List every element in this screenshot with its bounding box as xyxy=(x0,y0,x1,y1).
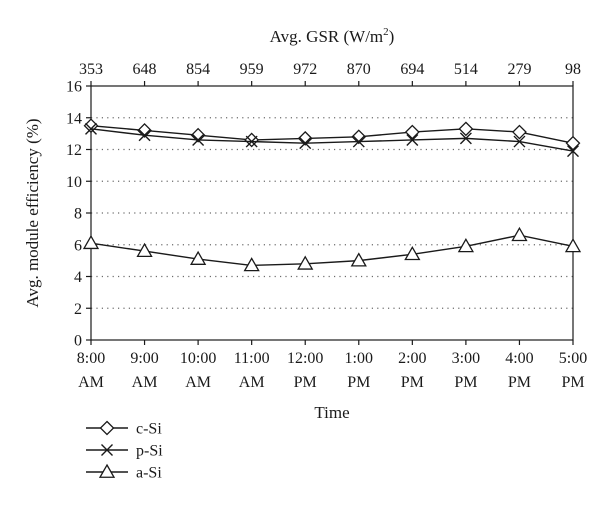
top-axis-title-prefix: Avg. GSR (W/m xyxy=(270,27,384,46)
legend-label-p-si: p-Si xyxy=(136,443,163,460)
y-tick-label: 10 xyxy=(66,174,82,191)
top-tick-label: 854 xyxy=(186,61,210,78)
x-tick-label-time: 9:00 xyxy=(130,350,158,367)
legend-item-p-si: p-Si xyxy=(86,443,163,460)
top-tick-label: 870 xyxy=(347,61,371,78)
data-point-c-si xyxy=(565,135,581,151)
y-tick-label: 0 xyxy=(74,333,82,350)
data-point-p-si xyxy=(352,135,365,148)
data-point-p-si xyxy=(85,122,97,135)
legend-item-a-si: a-Si xyxy=(86,463,162,482)
y-tick-label: 6 xyxy=(74,237,82,254)
y-tick-label: 14 xyxy=(66,110,82,127)
data-point-a-si xyxy=(404,245,421,261)
legend-label-c-si: c-Si xyxy=(136,421,162,438)
x-tick-label-time: 12:00 xyxy=(287,350,323,367)
plot-frame xyxy=(90,85,574,341)
legend-label-a-si: a-Si xyxy=(136,465,162,482)
data-point-a-si xyxy=(136,242,153,258)
data-point-a-si xyxy=(350,252,367,267)
y-tick-label: 8 xyxy=(74,206,82,223)
top-axis-title: Avg. GSR (W/m2) xyxy=(270,26,395,46)
x-tick-label-time: 11:00 xyxy=(234,350,270,367)
data-point-c-si xyxy=(83,118,99,134)
top-tick-label: 972 xyxy=(293,61,317,78)
legend-marker-a-si xyxy=(98,463,116,478)
series-line-c-si xyxy=(90,124,574,144)
x-tick-label-ampm: PM xyxy=(561,374,584,391)
y-axis-title: Avg. module efficiency (%) xyxy=(23,118,42,307)
y-tick-label: 12 xyxy=(66,142,82,159)
top-axis-title-suffix: ) xyxy=(389,27,395,46)
x-tick-label-ampm: PM xyxy=(347,374,370,391)
data-point-c-si xyxy=(351,129,367,145)
series-p-si xyxy=(85,122,579,158)
x-tick-labels: 8:00 AM 9:00 AM 10:00 AM 11:00 AM 12:00 PM 1:00 PM 2… xyxy=(77,350,587,391)
x-tick-label-time: 5:00 xyxy=(559,350,587,367)
x-tick-label-ampm: PM xyxy=(401,374,424,391)
data-point-a-si xyxy=(297,255,314,270)
data-point-p-si xyxy=(406,133,419,146)
series-line-a-si xyxy=(90,234,574,267)
x-tick-label-ampm: PM xyxy=(508,374,531,391)
legend-marker-c-si xyxy=(99,420,115,436)
x-tick-label-time: 2:00 xyxy=(398,350,426,367)
data-point-c-si xyxy=(137,123,152,138)
top-tick-label: 514 xyxy=(454,61,478,78)
x-tick-label-time: 1:00 xyxy=(345,350,373,367)
axis-ticks xyxy=(86,81,574,345)
data-point-c-si xyxy=(297,130,313,146)
x-tick-label-time: 4:00 xyxy=(505,350,533,367)
top-tick-label: 98 xyxy=(565,61,581,78)
series-line-p-si xyxy=(90,128,574,152)
data-point-p-si xyxy=(513,135,526,148)
data-point-a-si xyxy=(457,238,475,253)
x-tick-label-ampm: AM xyxy=(239,374,265,391)
data-point-c-si xyxy=(190,127,206,143)
data-point-p-si xyxy=(459,132,472,145)
data-point-c-si xyxy=(458,121,474,137)
series-a-si xyxy=(82,226,582,272)
x-tick-label-ampm: PM xyxy=(454,374,477,391)
top-tick-labels: 353 648 854 959 972 870 694 514 279 98 xyxy=(79,61,581,78)
data-point-a-si xyxy=(189,250,207,265)
data-point-p-si xyxy=(138,129,151,142)
x-tick-label-time: 10:00 xyxy=(180,350,216,367)
data-point-a-si xyxy=(243,257,260,272)
legend: c-Si p-Si a-Si xyxy=(86,421,163,482)
y-tick-label: 16 xyxy=(66,79,82,96)
data-point-p-si xyxy=(567,145,579,158)
x-tick-label-ampm: AM xyxy=(132,374,158,391)
x-tick-label-ampm: PM xyxy=(294,374,317,391)
series-c-si xyxy=(83,118,581,151)
top-tick-label: 279 xyxy=(507,61,531,78)
y-tick-labels: 0 2 4 6 8 10 12 14 16 xyxy=(66,79,82,350)
data-point-a-si xyxy=(82,234,100,250)
x-tick-label-time: 3:00 xyxy=(452,350,480,367)
data-point-c-si xyxy=(512,124,527,140)
series-layer xyxy=(82,118,582,272)
top-axis-title-sup: 2 xyxy=(383,26,389,38)
top-tick-label: 648 xyxy=(133,61,157,78)
data-point-a-si xyxy=(511,226,528,242)
data-point-p-si xyxy=(299,137,312,150)
x-tick-label-ampm: AM xyxy=(78,374,104,391)
data-point-a-si xyxy=(564,238,582,253)
legend-marker-p-si xyxy=(101,444,113,456)
top-tick-label: 353 xyxy=(79,61,103,78)
x-tick-label-ampm: AM xyxy=(185,374,211,391)
data-point-p-si xyxy=(192,133,205,146)
top-tick-label: 959 xyxy=(240,61,264,78)
y-tick-label: 4 xyxy=(74,269,82,286)
x-tick-label-time: 8:00 xyxy=(77,350,105,367)
grid-lines xyxy=(91,117,573,309)
legend-item-c-si: c-Si xyxy=(86,421,162,438)
data-point-c-si xyxy=(404,124,420,140)
y-tick-label: 2 xyxy=(74,301,82,318)
data-point-p-si xyxy=(245,135,258,148)
top-tick-label: 694 xyxy=(400,61,424,78)
x-axis-title: Time xyxy=(314,403,349,422)
data-point-c-si xyxy=(244,132,260,148)
